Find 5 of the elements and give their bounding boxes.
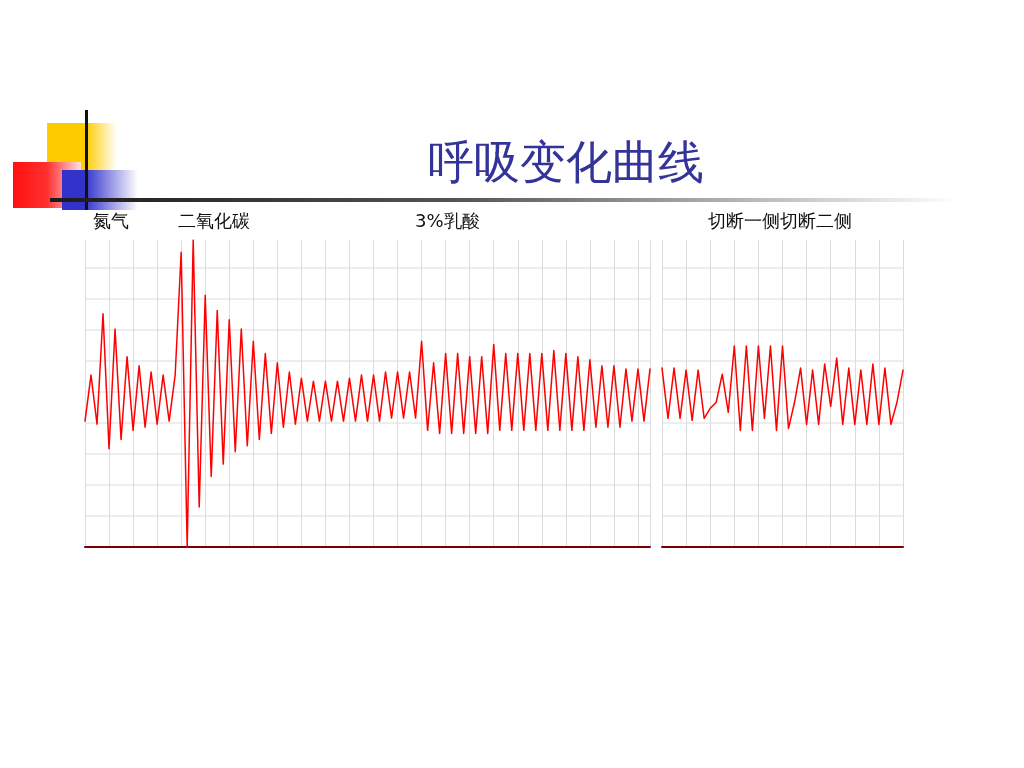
text: 二氧化碳 (178, 209, 250, 231)
text: 3%乳酸 (415, 209, 480, 231)
text: 切断一侧切断二侧 (708, 209, 852, 231)
chart-title: 呼吸变化曲线 (427, 136, 705, 190)
text: 氮气 (93, 209, 129, 231)
